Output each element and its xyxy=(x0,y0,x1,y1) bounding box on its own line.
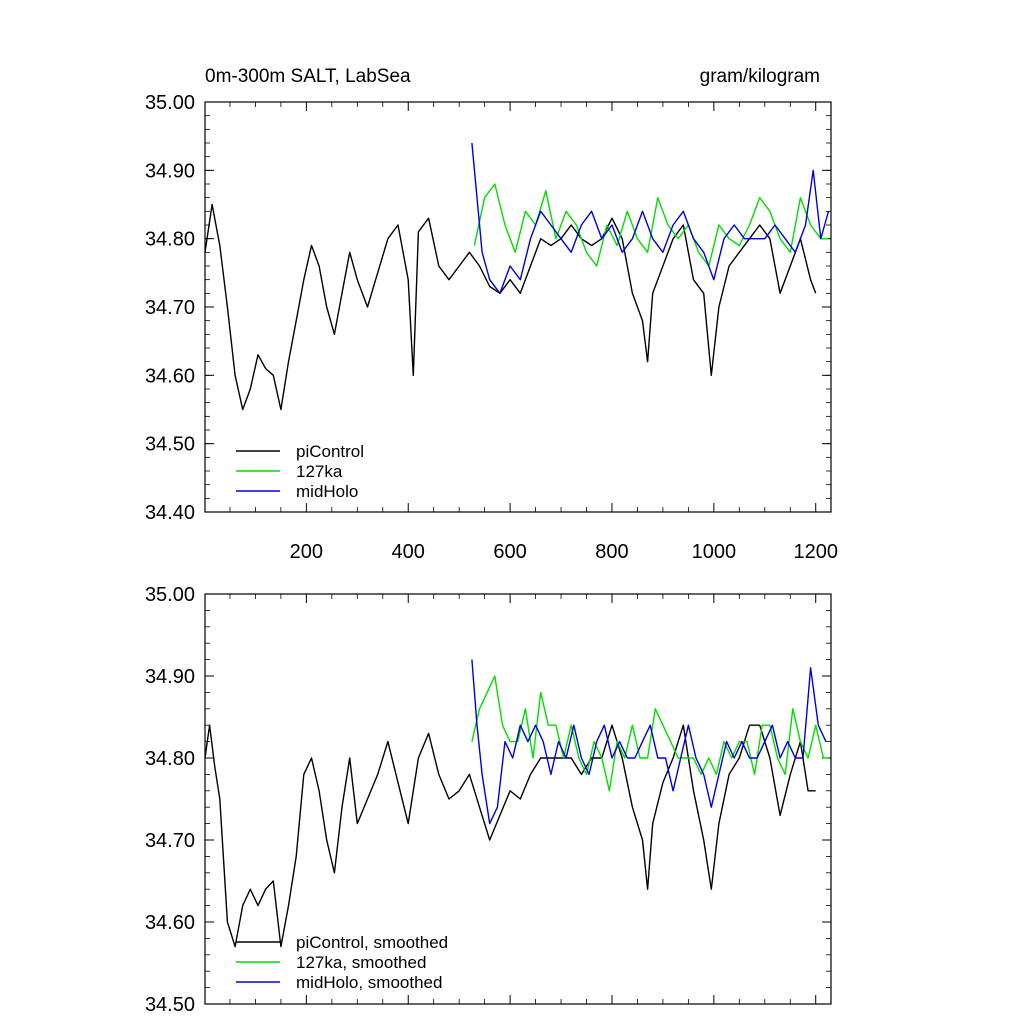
bottom-chart-panel: 35.00 34.90 34.80 34.70 34.60 34.50 piControl… xyxy=(145,584,832,1016)
bottom-y-axis: 35.00 34.90 34.80 34.70 34.60 34.50 xyxy=(145,584,831,1016)
y-tick-label: 34.90 xyxy=(145,666,195,688)
legend-label: midHolo xyxy=(296,482,358,501)
y-tick-label: 34.70 xyxy=(145,830,195,852)
legend-label: piControl xyxy=(296,442,364,461)
y-tick-label: 34.80 xyxy=(145,229,195,251)
series-line-127ka xyxy=(473,183,829,267)
top-x-axis: 200 400 600 800 1000 1200 xyxy=(229,102,838,563)
y-tick-label: 34.40 xyxy=(145,502,195,524)
x-tick-label: 800 xyxy=(595,541,628,563)
y-tick-label: 34.80 xyxy=(145,748,195,770)
y-tick-label: 34.50 xyxy=(145,434,195,456)
legend-label: piControl, smoothed xyxy=(296,933,448,952)
y-tick-label: 34.70 xyxy=(145,297,195,319)
legend-label: 127ka, smoothed xyxy=(296,953,426,972)
top-y-axis: 35.00 34.90 34.80 34.70 34.60 34.50 34.40 xyxy=(145,92,831,524)
x-tick-label: 400 xyxy=(392,541,425,563)
y-tick-label: 35.00 xyxy=(145,92,195,114)
y-tick-label: 34.50 xyxy=(145,994,195,1016)
x-tick-label: 200 xyxy=(290,541,323,563)
x-tick-label: 600 xyxy=(493,541,526,563)
bottom-plot-frame xyxy=(204,593,832,1005)
series-line-midholo xyxy=(471,142,830,294)
top-title-left: 0m-300m SALT, LabSea xyxy=(205,66,411,87)
bottom-series-lines xyxy=(204,659,829,948)
legend-label: 127ka xyxy=(296,462,343,481)
top-series-lines xyxy=(204,142,830,411)
top-chart-panel: 0m-300m SALT, LabSea gram/kilogram 35.00… xyxy=(145,66,838,563)
y-tick-label: 35.00 xyxy=(145,584,195,606)
series-line-picontrol-smoothed xyxy=(204,724,816,948)
series-line-midholo-smoothed xyxy=(471,659,827,825)
x-tick-label: 1200 xyxy=(793,541,838,563)
y-tick-label: 34.60 xyxy=(145,912,195,934)
x-tick-label: 1000 xyxy=(692,541,737,563)
bottom-x-axis xyxy=(229,594,817,1004)
legend-label: midHolo, smoothed xyxy=(296,973,442,992)
y-tick-label: 34.90 xyxy=(145,160,195,182)
top-title-right: gram/kilogram xyxy=(700,66,820,87)
series-line-picontrol xyxy=(204,203,817,411)
y-tick-label: 34.60 xyxy=(145,365,195,387)
